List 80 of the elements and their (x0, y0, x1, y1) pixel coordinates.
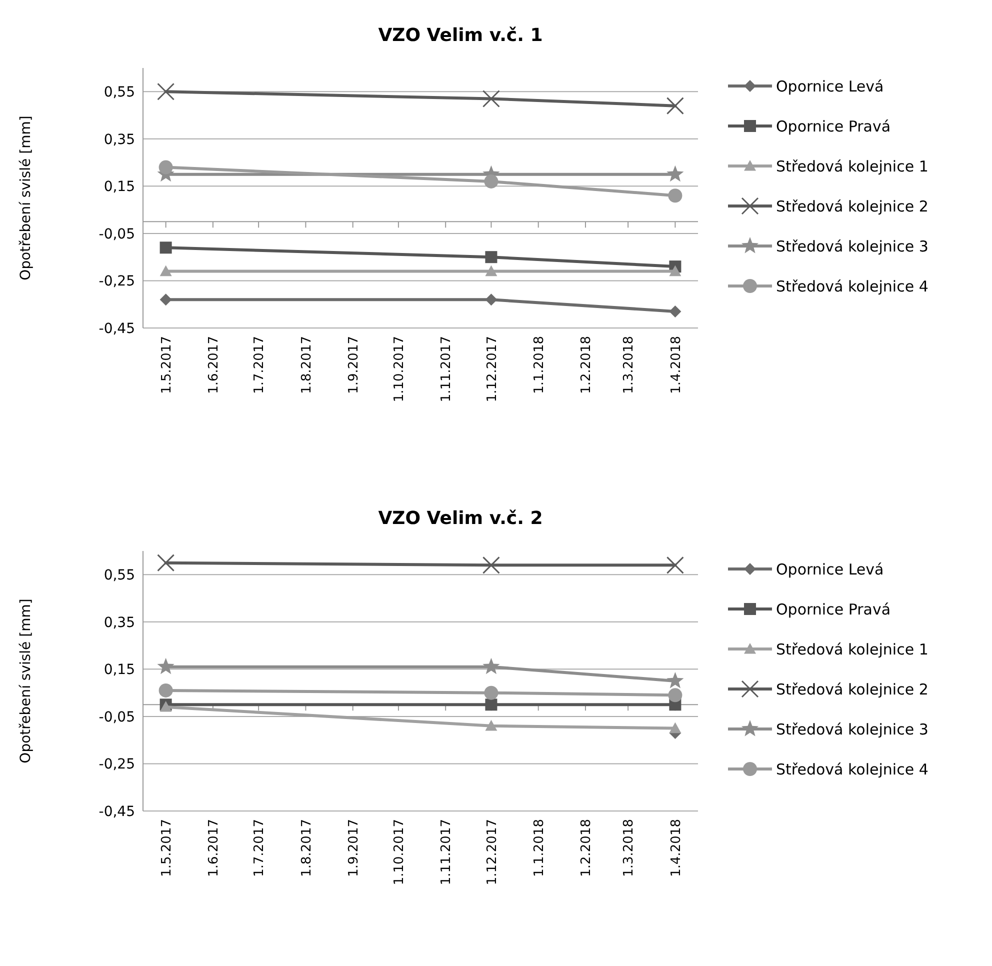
y-tick-label: 0,35 (104, 132, 135, 148)
legend-label: Středová kolejnice 4 (776, 760, 928, 778)
x-tick-label: 1.8.2017 (299, 336, 314, 394)
point (669, 722, 682, 734)
legend-label: Opornice Pravá (776, 600, 891, 618)
x-tick-label: 1.10.2017 (392, 819, 407, 886)
legend-label: Středová kolejnice 2 (776, 197, 928, 216)
x-tick-label: 1.12.2017 (484, 336, 500, 402)
y-axis-title: Opotřebení svislé [mm] (18, 598, 34, 764)
point (482, 658, 500, 674)
point (666, 97, 684, 115)
x-tick-label: 1.7.2017 (252, 336, 268, 394)
chart-title: VZO Velim v.č. 1 (378, 25, 543, 46)
y-tick-label: -0,25 (98, 756, 135, 773)
point (666, 672, 684, 688)
x-tick-label: 1.11.2017 (439, 336, 454, 402)
x-tick-label: 1.8.2017 (299, 819, 314, 877)
x-tick-label: 1.9.2017 (346, 336, 362, 394)
y-tick-label: 0,35 (104, 614, 135, 631)
legend-label: Středová kolejnice 1 (776, 157, 928, 176)
point (485, 294, 498, 306)
point (157, 82, 175, 100)
point (482, 90, 500, 108)
y-axis-title: Opotřebení svislé [mm] (18, 116, 34, 280)
y-tick-label: -0,05 (98, 709, 135, 726)
point (485, 265, 498, 276)
point (669, 305, 682, 318)
legend-label: Středová kolejnice 4 (776, 277, 928, 296)
point (668, 188, 682, 203)
point (668, 688, 682, 702)
point (160, 265, 172, 276)
point (484, 686, 498, 700)
y-tick-label: -0,45 (98, 320, 135, 337)
point (158, 160, 173, 174)
y-tick-label: 0,55 (104, 84, 135, 101)
point (160, 242, 172, 254)
x-tick-label: 1.12.2017 (484, 819, 500, 886)
x-tick-label: 1.10.2017 (392, 336, 407, 402)
chart-title: VZO Velim v.č. 2 (378, 508, 543, 529)
y-tick-label: 0,15 (104, 179, 135, 196)
x-tick-label: 1.9.2017 (346, 819, 362, 877)
x-tick-label: 1.3.2018 (622, 819, 637, 877)
y-tick-label: -0,05 (98, 226, 135, 242)
point (666, 556, 684, 574)
x-tick-label: 1.3.2018 (622, 336, 637, 394)
y-tick-label: 0,55 (104, 568, 135, 584)
x-tick-label: 1.7.2017 (252, 819, 268, 877)
legend-label: Středová kolejnice 3 (776, 720, 928, 738)
x-tick-label: 1.1.2018 (532, 336, 547, 394)
legend-label: Středová kolejnice 1 (776, 640, 928, 658)
point (157, 554, 175, 572)
point (158, 683, 173, 698)
point (485, 720, 498, 731)
x-tick-label: 1.6.2017 (206, 336, 222, 394)
y-tick-label: 0,15 (104, 662, 135, 678)
point (485, 251, 498, 264)
legend-label: Opornice Levá (776, 77, 884, 96)
point (160, 701, 172, 712)
point (482, 556, 500, 574)
point (669, 265, 682, 276)
y-tick-label: -0,25 (98, 274, 135, 290)
legend-label: Středová kolejnice 2 (776, 680, 928, 698)
x-tick-label: 1.5.2017 (159, 336, 174, 394)
x-tick-label: 1.4.2018 (668, 336, 684, 394)
x-tick-label: 1.6.2017 (206, 819, 222, 877)
point (485, 698, 498, 711)
x-tick-label: 1.4.2018 (668, 819, 684, 877)
y-tick-label: -0,45 (98, 804, 135, 820)
legend-label: Opornice Pravá (776, 117, 891, 136)
x-tick-label: 1.11.2017 (439, 819, 454, 886)
x-tick-label: 1.5.2017 (159, 819, 174, 877)
x-tick-label: 1.2.2018 (579, 819, 594, 877)
point (666, 165, 684, 182)
point (484, 174, 498, 188)
x-tick-label: 1.2.2018 (579, 336, 594, 394)
point (157, 658, 174, 674)
legend-label: Středová kolejnice 3 (776, 237, 928, 256)
legend-label: Opornice Levá (776, 560, 884, 578)
x-tick-label: 1.1.2018 (532, 819, 547, 877)
point (160, 294, 172, 306)
